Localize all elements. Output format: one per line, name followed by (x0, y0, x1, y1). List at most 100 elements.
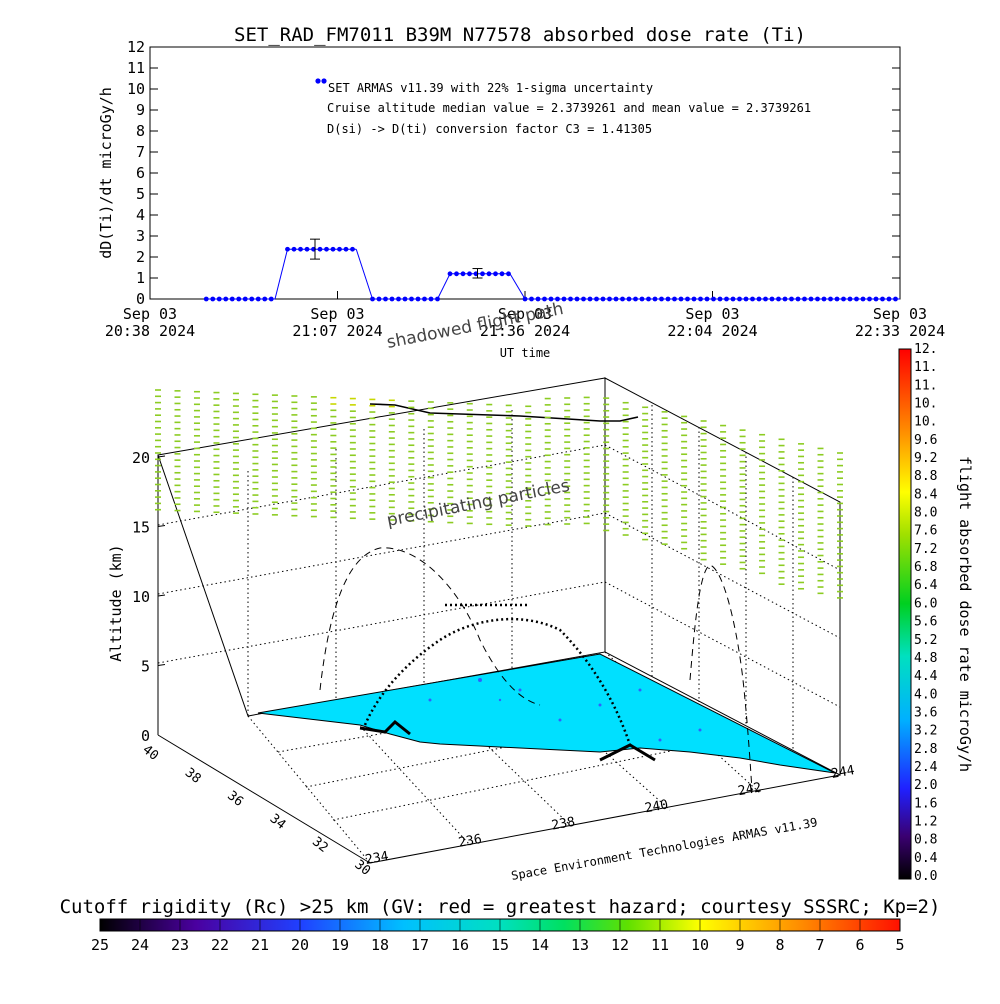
top-x-tick-line2: 20:38 2024 (105, 322, 195, 340)
lat-tick-label: 40 (140, 742, 162, 763)
data-point (376, 296, 382, 302)
dose-colorbar-tick-label: 8.4 (914, 487, 938, 502)
lat-tick-label: 38 (182, 765, 204, 786)
lon-ticks: 234 236 238 240 242 244 (364, 763, 856, 868)
data-point (795, 296, 801, 302)
data-point (782, 296, 788, 302)
dose-colorbar-tick-label: 2.0 (914, 778, 937, 793)
top-y-tick-label: 2 (136, 248, 145, 266)
top-y-tick-label: 6 (136, 164, 145, 182)
dashed-track-right (689, 564, 753, 791)
data-point (223, 296, 229, 302)
data-point (210, 296, 216, 302)
dose-colorbar-tick-label: 6.4 (914, 578, 938, 593)
dose-colorbar-tick-label: 0.0 (914, 869, 937, 884)
data-point (620, 296, 625, 302)
dose-colorbar-tick-label: 8.0 (914, 506, 937, 521)
data-point (685, 296, 690, 302)
data-point (389, 296, 395, 302)
data-point (743, 296, 749, 302)
data-point (428, 296, 434, 302)
data-point (337, 246, 342, 252)
z-tick (157, 525, 166, 527)
dose-colorbar-tick-label: 10. (914, 397, 937, 412)
data-point (480, 271, 485, 277)
data-point (396, 296, 401, 302)
legend-series-label: SET ARMAS v11.39 with 22% 1-sigma uncert… (328, 81, 653, 95)
data-point (698, 296, 703, 302)
data-point (493, 271, 498, 277)
surface-speckles (428, 678, 702, 742)
data-point (574, 296, 580, 302)
rigidity-tick-label: 5 (895, 936, 904, 954)
top-y-tick-label: 11 (127, 59, 145, 77)
top-x-tick-line1: Sep 03 (123, 305, 177, 323)
dose-colorbar-tick-label: 0.4 (914, 851, 938, 866)
dose-colorbar-tick-label: 9.6 (914, 433, 937, 448)
rigidity-tick-label: 7 (815, 936, 824, 954)
rigidity-tick-label: 12 (611, 936, 629, 954)
dose-colorbar-tick-label: 4.0 (914, 687, 937, 702)
lon-tick-label: 236 (457, 832, 483, 851)
rigidity-tick-label: 16 (451, 936, 469, 954)
top-y-axis-label: dD(Ti)/dt microGy/h (97, 87, 115, 259)
data-point (652, 296, 658, 302)
lon-tick-label: 240 (644, 797, 670, 816)
top-y-tick-label: 3 (136, 227, 145, 245)
top-x-tick-line2: 22:04 2024 (667, 322, 757, 340)
data-point (600, 296, 606, 302)
data-point (587, 296, 593, 302)
top-x-tick-line2: 22:33 2024 (855, 322, 945, 340)
legend-marker-2 (321, 78, 327, 84)
data-point (756, 296, 762, 302)
rigidity-tick-label: 15 (491, 936, 509, 954)
z-ticks: 0 5 10 15 20 (132, 449, 166, 745)
dose-colorbar (898, 348, 912, 880)
data-point (776, 296, 781, 302)
data-point (834, 296, 840, 302)
z-tick-label: 5 (141, 658, 150, 676)
data-point (678, 296, 684, 302)
rigidity-tick-label: 23 (171, 936, 189, 954)
rigidity-tick-label: 22 (211, 936, 229, 954)
top-x-tick-line1: Sep 03 (685, 305, 739, 323)
top-chart-title: SET_RAD_FM7011 B39M N77578 absorbed dose… (234, 24, 806, 46)
data-point (750, 296, 755, 302)
dose-colorbar-label: flight absorbed dose rate microGy/h (956, 456, 974, 772)
data-point (343, 246, 349, 252)
dose-colorbar-tick-label: 3.6 (914, 705, 937, 720)
rigidity-tick-label: 21 (251, 936, 269, 954)
dose-colorbar-tick-label: 2.8 (914, 742, 937, 757)
plot3d: precipitating particles shadowed flight … (107, 299, 856, 883)
data-point (268, 296, 274, 302)
data-point (249, 296, 255, 302)
data-point (467, 271, 472, 277)
data-point (808, 296, 814, 302)
data-point (893, 296, 898, 302)
data-point (633, 296, 638, 302)
rigidity-tick-label: 25 (91, 936, 109, 954)
dose-colorbar-tick-label: 4.4 (914, 669, 938, 684)
data-point (737, 296, 742, 302)
data-point (203, 296, 209, 302)
dose-colorbar-tick-label: 5.6 (914, 615, 937, 630)
dose-colorbar-tick-label: 8.8 (914, 469, 937, 484)
dose-colorbar-tick-label: 6.8 (914, 560, 937, 575)
data-point (730, 296, 736, 302)
dose-colorbar-ticks: 0.0 0.4 0.8 1.2 1.6 2.0 2.4 2.8 3.2 3.6 4.0 4.4 4.8 5… (914, 342, 938, 884)
data-point (815, 296, 820, 302)
z-tick-label: 20 (132, 449, 150, 467)
dose-colorbar-tick-label: 9.2 (914, 451, 937, 466)
data-point (886, 296, 892, 302)
series-connector (509, 273, 526, 300)
rigidity-tick-label: 10 (691, 936, 709, 954)
lon-tick-label: 242 (737, 780, 763, 799)
rigidity-tick-label: 14 (531, 936, 549, 954)
data-point (691, 296, 697, 302)
z-tick-label: 0 (141, 727, 150, 745)
dose-colorbar-tick-label: 7.6 (914, 524, 937, 539)
top-x-tick-line1: Sep 03 (498, 305, 552, 323)
rigidity-tick-label: 20 (291, 936, 309, 954)
data-point (769, 296, 775, 302)
series-connector (274, 249, 288, 300)
